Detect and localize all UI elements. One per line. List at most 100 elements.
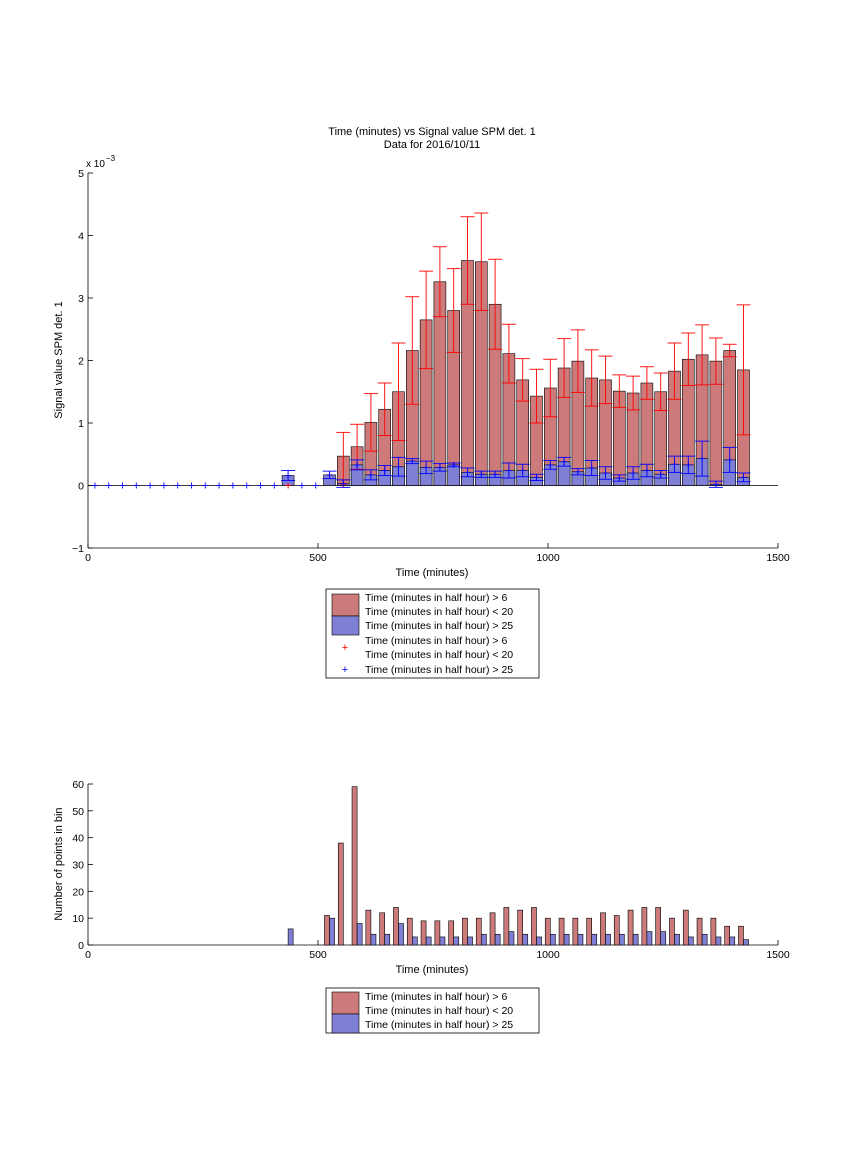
y-tick-label: 1: [78, 418, 84, 430]
count-bar-red: [337, 842, 344, 946]
count-bar-blue: [384, 933, 391, 946]
count-bar-red: [641, 907, 648, 946]
y-tick-label: 0: [78, 481, 84, 493]
count-bar-red: [558, 917, 565, 946]
x-tick-label: 0: [85, 552, 91, 564]
count-bar-red: [738, 925, 744, 946]
top-legend-entry-2: Time (minutes in half hour) < 20: [365, 606, 513, 618]
count-bar-red: [406, 917, 413, 946]
top-chart-xlabel: Time (minutes): [396, 567, 469, 579]
top-chart-exponent-power: −3: [106, 154, 116, 163]
blue-bar: [447, 464, 460, 486]
top-chart: Time (minutes) vs Signal value SPM det. …: [53, 126, 790, 679]
count-bar-blue: [398, 923, 404, 946]
count-bar-red: [682, 909, 689, 946]
y-tick-label: 4: [78, 231, 84, 243]
count-bar-blue: [618, 933, 625, 946]
bottom-chart-xlabel: Time (minutes): [396, 964, 469, 976]
top-legend-entry-6: Time (minutes in half hour) > 25: [365, 664, 513, 676]
count-bar-blue: [632, 933, 639, 946]
count-bar-red: [586, 917, 593, 946]
count-bar-blue: [480, 933, 487, 946]
count-bar-blue: [522, 933, 529, 946]
bottom-chart: Number of points in bin Time (minutes) 0…: [53, 779, 790, 1034]
count-bar-red: [655, 907, 662, 946]
count-bar-blue: [563, 933, 570, 946]
count-bar-red: [531, 907, 537, 946]
count-bar-blue: [646, 931, 653, 946]
x-tick-label: 1000: [536, 552, 560, 564]
count-bar-blue: [356, 923, 363, 946]
bottom-legend-entry-1: Time (minutes in half hour) > 6: [365, 991, 507, 1003]
count-bar-blue: [577, 933, 584, 946]
count-bar-red: [475, 917, 482, 946]
count-bar-red: [393, 907, 399, 946]
count-bar-red: [627, 909, 634, 946]
x-tick-label: 1500: [766, 552, 790, 564]
count-bar-red: [544, 917, 551, 946]
count-bar-blue: [729, 936, 736, 946]
count-bar-blue: [411, 936, 418, 946]
legend-marker-blue: +: [342, 664, 348, 676]
count-bar-red: [379, 912, 386, 946]
y-tick-label: 30: [72, 860, 84, 872]
y-tick-label: −1: [72, 543, 84, 555]
count-bar-blue: [329, 917, 335, 946]
top-chart-title-line2: Data for 2016/10/11: [384, 139, 480, 151]
top-legend-entry-5: Time (minutes in half hour) < 20: [365, 649, 513, 661]
y-tick-label: 10: [72, 913, 84, 925]
count-bar-red: [572, 917, 579, 946]
count-bar-red: [600, 912, 606, 946]
count-bar-blue: [287, 928, 294, 946]
y-tick-label: 2: [78, 356, 84, 368]
y-tick-label: 20: [72, 886, 84, 898]
count-bar-red: [517, 909, 524, 946]
top-legend-entry-3: Time (minutes in half hour) > 25: [365, 620, 513, 632]
top-legend-entry-4: Time (minutes in half hour) > 6: [365, 635, 507, 647]
count-bar-blue: [536, 936, 542, 946]
count-bar-blue: [605, 933, 611, 946]
legend-marker-red: +: [342, 642, 348, 654]
bottom-legend-box: [325, 987, 540, 1034]
count-bar-red: [324, 915, 330, 946]
count-bar-blue: [674, 933, 680, 946]
count-bar-blue: [494, 933, 501, 946]
count-bar-red: [724, 925, 731, 946]
top-chart-exponent-base: x 10: [86, 159, 105, 170]
count-bar-red: [710, 917, 717, 946]
x-tick-label: 1000: [536, 949, 560, 961]
bottom-legend-entry-2: Time (minutes in half hour) < 20: [365, 1005, 513, 1017]
count-bar-blue: [701, 933, 708, 946]
count-bar-blue: [687, 936, 694, 946]
count-bar-blue: [715, 936, 722, 946]
count-bar-blue: [467, 936, 473, 946]
y-tick-label: 3: [78, 293, 84, 305]
top-legend-box: [325, 588, 540, 679]
count-bar-blue: [549, 933, 556, 946]
count-bar-red: [420, 920, 427, 946]
x-tick-label: 1500: [766, 949, 790, 961]
bottom-legend-swatch-blue: [331, 1013, 360, 1034]
count-bar-blue: [370, 933, 377, 946]
count-bar-red: [462, 917, 468, 946]
x-tick-label: 500: [309, 949, 327, 961]
count-bar-red: [696, 917, 703, 946]
count-bar-red: [503, 907, 510, 946]
count-bar-red: [613, 915, 620, 946]
count-bar-red: [351, 786, 358, 946]
count-bar-blue: [439, 936, 446, 946]
y-tick-label: 5: [78, 168, 84, 180]
top-legend-entry-1: Time (minutes in half hour) > 6: [365, 592, 507, 604]
x-tick-label: 0: [85, 949, 91, 961]
bottom-legend-swatch-red: [331, 991, 360, 1015]
y-tick-label: 60: [72, 779, 84, 791]
top-legend: Time (minutes in half hour) > 6 Time (mi…: [325, 588, 540, 679]
top-chart-title-line1: Time (minutes) vs Signal value SPM det. …: [328, 126, 535, 138]
y-tick-label: 40: [72, 833, 84, 845]
count-bar-blue: [453, 936, 460, 946]
y-tick-label: 0: [78, 940, 84, 952]
count-bar-red: [669, 917, 675, 946]
legend-swatch-red: [331, 593, 360, 617]
